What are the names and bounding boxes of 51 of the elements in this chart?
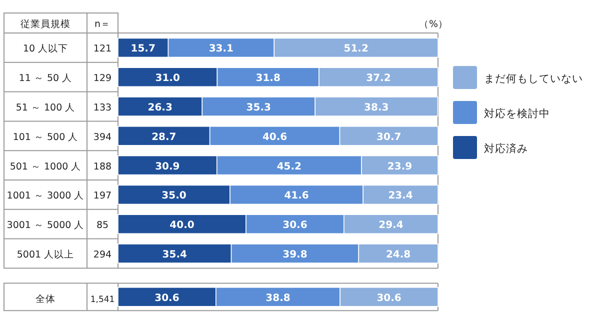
data-label: 24.8 (386, 250, 411, 260)
y-tick-label: 11 ～ 50 人 (18, 73, 72, 84)
y-tick-label: 全体 (36, 292, 56, 305)
y-tick-label: 3001 ～ 5000 人 (6, 220, 84, 232)
data-label: 35.4 (162, 250, 188, 260)
text: 85 (96, 220, 109, 232)
y-tick-label: 51 ～ 100 人 (16, 102, 76, 114)
data-label: 33.1 (208, 44, 234, 55)
data-label: 35.3 (246, 102, 272, 114)
data-label: 35.0 (162, 190, 186, 202)
y-tick-label: 10 人以下 (22, 42, 68, 55)
text: 従業員規模 (20, 18, 70, 30)
legend-label: 対応済み (484, 142, 528, 155)
text: 294 (93, 250, 112, 260)
data-label: 41.6 (284, 190, 309, 202)
data-label: 15.7 (130, 44, 156, 55)
data-label: 31.0 (155, 73, 180, 84)
data-label: 30.7 (376, 132, 402, 143)
text: 1,541 (90, 294, 115, 305)
data-label: 31.8 (256, 73, 280, 84)
data-label: 30.6 (282, 220, 308, 232)
data-label: 38.3 (364, 102, 389, 114)
data-label: 39.8 (282, 250, 308, 260)
text: 197 (93, 190, 112, 202)
y-tick-label: 101 ～ 500 人 (12, 132, 78, 143)
text: （%） (418, 19, 448, 30)
data-label: 40.6 (262, 132, 288, 143)
text: 129 (93, 73, 112, 84)
data-label: 23.9 (387, 161, 412, 172)
legend-label: まだ何もしていない (484, 73, 583, 85)
text: 188 (93, 161, 112, 172)
data-label: 45.2 (276, 161, 302, 172)
text: 121 (93, 44, 112, 55)
data-label: 30.9 (155, 161, 180, 172)
data-label: 30.6 (154, 292, 180, 304)
data-label: 29.4 (378, 220, 404, 232)
y-tick-label: 501 ～ 1000 人 (10, 161, 82, 172)
legend-label: 対応を検討中 (484, 107, 550, 120)
y-tick-label: 1001 ～ 3000 人 (6, 190, 84, 202)
data-label: 37.2 (366, 73, 391, 84)
data-label: 26.3 (148, 102, 172, 114)
data-label: 38.8 (266, 292, 290, 304)
text: 133 (93, 102, 112, 114)
data-label: 23.4 (388, 190, 413, 202)
data-label: 30.6 (376, 292, 402, 304)
data-label: 28.7 (152, 132, 176, 143)
text: 394 (93, 132, 112, 143)
data-label: 51.2 (344, 44, 368, 55)
y-tick-label: 5001 人以上 (16, 248, 74, 260)
text: n＝ (94, 19, 111, 30)
data-label: 40.0 (170, 220, 194, 232)
